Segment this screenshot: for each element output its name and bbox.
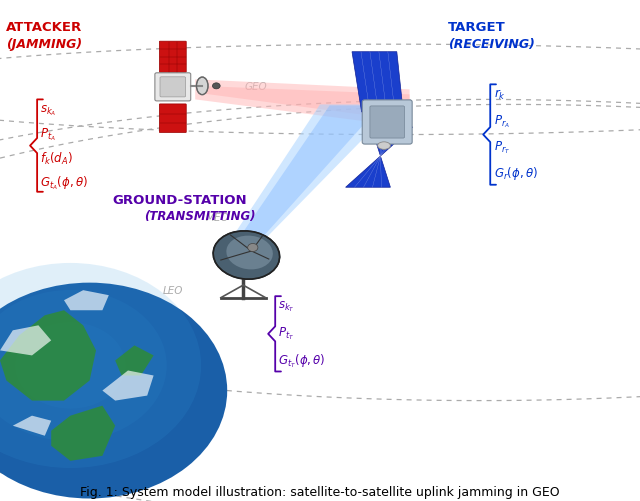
- Polygon shape: [0, 311, 96, 401]
- Polygon shape: [195, 80, 410, 128]
- Polygon shape: [0, 326, 51, 356]
- FancyBboxPatch shape: [370, 107, 404, 139]
- Polygon shape: [198, 87, 410, 122]
- Text: $r_k$: $r_k$: [494, 88, 506, 102]
- Text: $P_{r_A}$: $P_{r_A}$: [494, 113, 510, 130]
- Text: (TRANSMITTING): (TRANSMITTING): [144, 210, 255, 223]
- FancyBboxPatch shape: [160, 78, 186, 98]
- Text: $G_{t_A}(\phi,\theta)$: $G_{t_A}(\phi,\theta)$: [40, 173, 88, 191]
- Circle shape: [212, 84, 220, 90]
- Circle shape: [0, 264, 201, 468]
- Text: ATTACKER: ATTACKER: [6, 21, 83, 34]
- Text: $P_{r_T}$: $P_{r_T}$: [494, 139, 511, 156]
- Polygon shape: [227, 105, 397, 245]
- Text: $G_{t_T}(\phi,\theta)$: $G_{t_T}(\phi,\theta)$: [278, 352, 326, 369]
- Circle shape: [0, 290, 166, 441]
- Circle shape: [248, 244, 258, 252]
- Polygon shape: [352, 53, 403, 113]
- Ellipse shape: [378, 142, 390, 150]
- Polygon shape: [51, 406, 115, 461]
- Text: MEO: MEO: [206, 213, 229, 223]
- Text: (RECEIVING): (RECEIVING): [448, 38, 535, 51]
- Text: $s_{k_A}$: $s_{k_A}$: [40, 103, 57, 118]
- Ellipse shape: [227, 236, 273, 270]
- Text: GEO: GEO: [244, 82, 268, 92]
- Polygon shape: [346, 128, 413, 188]
- Polygon shape: [13, 416, 51, 436]
- Ellipse shape: [213, 231, 280, 280]
- FancyBboxPatch shape: [159, 42, 186, 73]
- Polygon shape: [234, 106, 381, 246]
- Circle shape: [0, 283, 227, 498]
- Text: TARGET: TARGET: [448, 21, 506, 34]
- Text: (JAMMING): (JAMMING): [6, 38, 83, 51]
- Polygon shape: [115, 346, 154, 376]
- Text: GROUND-STATION: GROUND-STATION: [112, 194, 246, 207]
- Text: Fig. 1: System model illustration: satellite-to-satellite uplink jamming in GEO: Fig. 1: System model illustration: satel…: [80, 485, 560, 498]
- Text: LEO: LEO: [163, 286, 183, 296]
- Text: $G_r(\phi,\theta)$: $G_r(\phi,\theta)$: [494, 165, 538, 182]
- FancyBboxPatch shape: [159, 105, 186, 133]
- Text: $P_{t_A}$: $P_{t_A}$: [40, 126, 56, 143]
- Text: $f_k(d_A)$: $f_k(d_A)$: [40, 150, 73, 166]
- Text: $s_{k_T}$: $s_{k_T}$: [278, 298, 295, 313]
- Circle shape: [15, 323, 125, 409]
- Text: $P_{t_T}$: $P_{t_T}$: [278, 325, 294, 342]
- FancyBboxPatch shape: [362, 101, 412, 145]
- FancyBboxPatch shape: [155, 74, 191, 102]
- Polygon shape: [64, 291, 109, 311]
- Ellipse shape: [196, 78, 208, 95]
- Polygon shape: [102, 371, 154, 401]
